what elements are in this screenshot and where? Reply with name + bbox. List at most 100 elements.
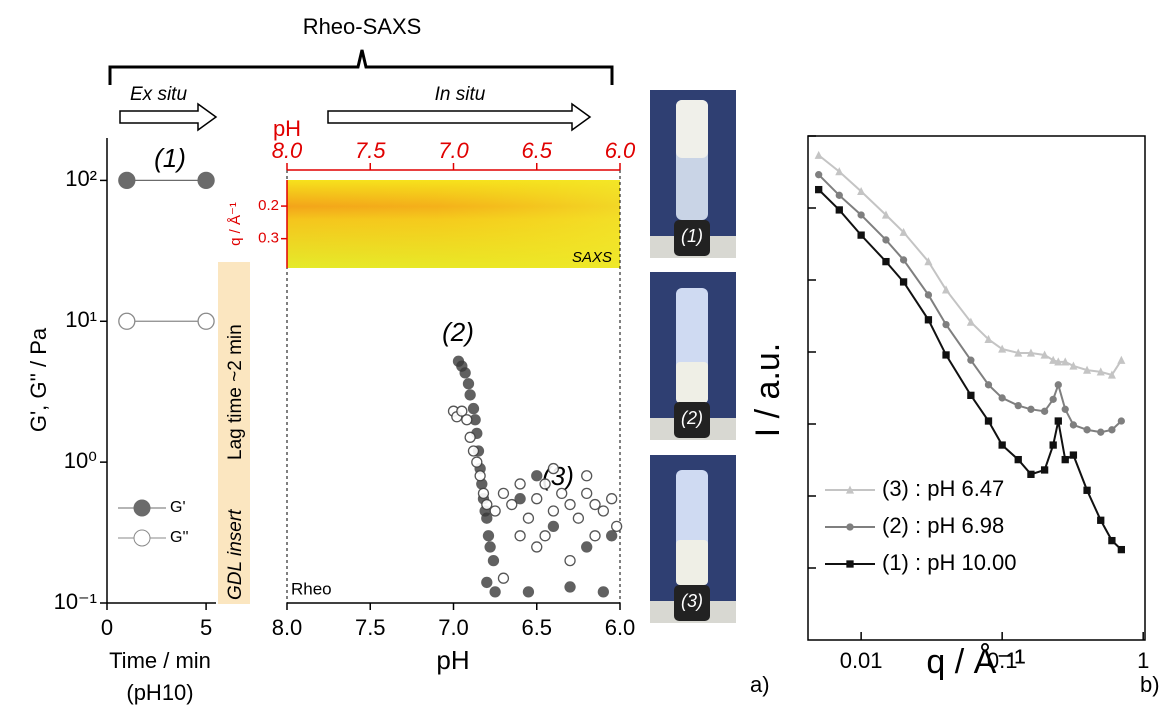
point xyxy=(456,405,468,417)
point xyxy=(1097,428,1105,436)
y-axis-title: I / a.u. xyxy=(749,343,787,438)
point xyxy=(1061,405,1069,413)
point xyxy=(881,210,891,219)
point xyxy=(1054,381,1062,389)
point xyxy=(835,206,843,214)
legend-label: G'' xyxy=(170,529,189,546)
point xyxy=(1069,361,1078,370)
point xyxy=(1083,365,1092,374)
point xyxy=(581,470,593,482)
point xyxy=(477,487,490,500)
point xyxy=(1054,417,1062,425)
annotation: (1) xyxy=(154,143,186,173)
point xyxy=(514,530,526,542)
point xyxy=(462,378,475,390)
point xyxy=(1069,421,1078,429)
point xyxy=(966,317,975,326)
point xyxy=(484,541,496,553)
point xyxy=(556,487,568,500)
point xyxy=(967,356,975,364)
brace-label: Rheo-SAXS xyxy=(303,14,422,39)
point xyxy=(481,576,493,589)
point xyxy=(857,186,866,196)
point xyxy=(531,493,543,505)
legend-label: (1) : pH 10.00 xyxy=(882,550,1017,575)
x-tick-label: 8.0 xyxy=(272,615,303,640)
legend-marker xyxy=(133,529,151,547)
x-axis-title: Time / min xyxy=(109,648,211,673)
point xyxy=(984,381,993,389)
top-tick-label: 8.0 xyxy=(272,138,303,163)
legend-marker xyxy=(133,499,151,517)
point xyxy=(1117,545,1125,554)
y-tick-label: 10¹ xyxy=(65,307,97,332)
point xyxy=(899,256,908,264)
point xyxy=(118,171,136,190)
point xyxy=(489,586,501,598)
point xyxy=(899,278,908,286)
photo-label: (1) xyxy=(681,226,703,246)
point xyxy=(606,493,618,505)
y-tick-label: 10⁰ xyxy=(64,448,97,473)
point xyxy=(835,167,844,176)
point xyxy=(1083,486,1091,494)
point xyxy=(941,285,951,294)
point xyxy=(1014,401,1022,410)
point xyxy=(1117,417,1125,425)
point xyxy=(1014,348,1023,357)
x-axis-title: pH xyxy=(436,645,469,675)
x-tick-label: 5 xyxy=(200,615,212,640)
point xyxy=(984,417,993,425)
photo-label: (3) xyxy=(681,591,703,611)
point xyxy=(597,586,609,598)
brace xyxy=(108,49,614,85)
x-tick-label: 1 xyxy=(1137,648,1149,673)
point xyxy=(814,150,823,159)
point xyxy=(998,344,1007,353)
point xyxy=(1069,451,1078,459)
box-text: GDL insert xyxy=(225,509,246,600)
top-axis-title: pH xyxy=(273,116,301,141)
point xyxy=(835,191,843,199)
point xyxy=(1107,370,1116,379)
point xyxy=(197,312,215,330)
top-tick-label: 7.5 xyxy=(355,138,386,163)
point xyxy=(547,520,560,533)
point xyxy=(882,236,890,244)
photo-label: (2) xyxy=(681,408,703,428)
legend-label: (2) : pH 6.98 xyxy=(882,513,1004,538)
point xyxy=(857,211,865,219)
box-text: Lag time ~2 min xyxy=(225,324,246,460)
heatmap-tick-label: 0.3 xyxy=(258,230,279,247)
point xyxy=(497,572,510,584)
point xyxy=(1061,455,1069,464)
point xyxy=(581,541,593,553)
point xyxy=(857,231,865,239)
point xyxy=(564,498,576,511)
x-tick-label: 6.5 xyxy=(521,615,552,640)
point xyxy=(489,505,501,517)
point xyxy=(984,334,993,343)
point xyxy=(899,227,908,236)
point xyxy=(481,498,493,511)
point xyxy=(1054,357,1063,366)
point xyxy=(118,312,136,330)
y-tick-label: 10² xyxy=(65,166,97,191)
point xyxy=(482,530,495,542)
x-tick-label: 0 xyxy=(101,615,113,640)
point xyxy=(506,498,518,511)
heatmap-axis-title: q / Å⁻¹ xyxy=(227,202,244,246)
point xyxy=(815,185,823,194)
point xyxy=(564,554,576,567)
photo: (1) xyxy=(650,90,736,258)
annotation: Rheo xyxy=(291,579,332,598)
point xyxy=(942,320,950,329)
arrow xyxy=(327,102,592,132)
ex-situ-label: Ex situ xyxy=(130,84,187,105)
point xyxy=(1040,407,1049,415)
point xyxy=(942,351,950,359)
point xyxy=(1026,348,1036,357)
point xyxy=(1083,426,1091,434)
point xyxy=(522,512,535,524)
point xyxy=(924,257,933,266)
